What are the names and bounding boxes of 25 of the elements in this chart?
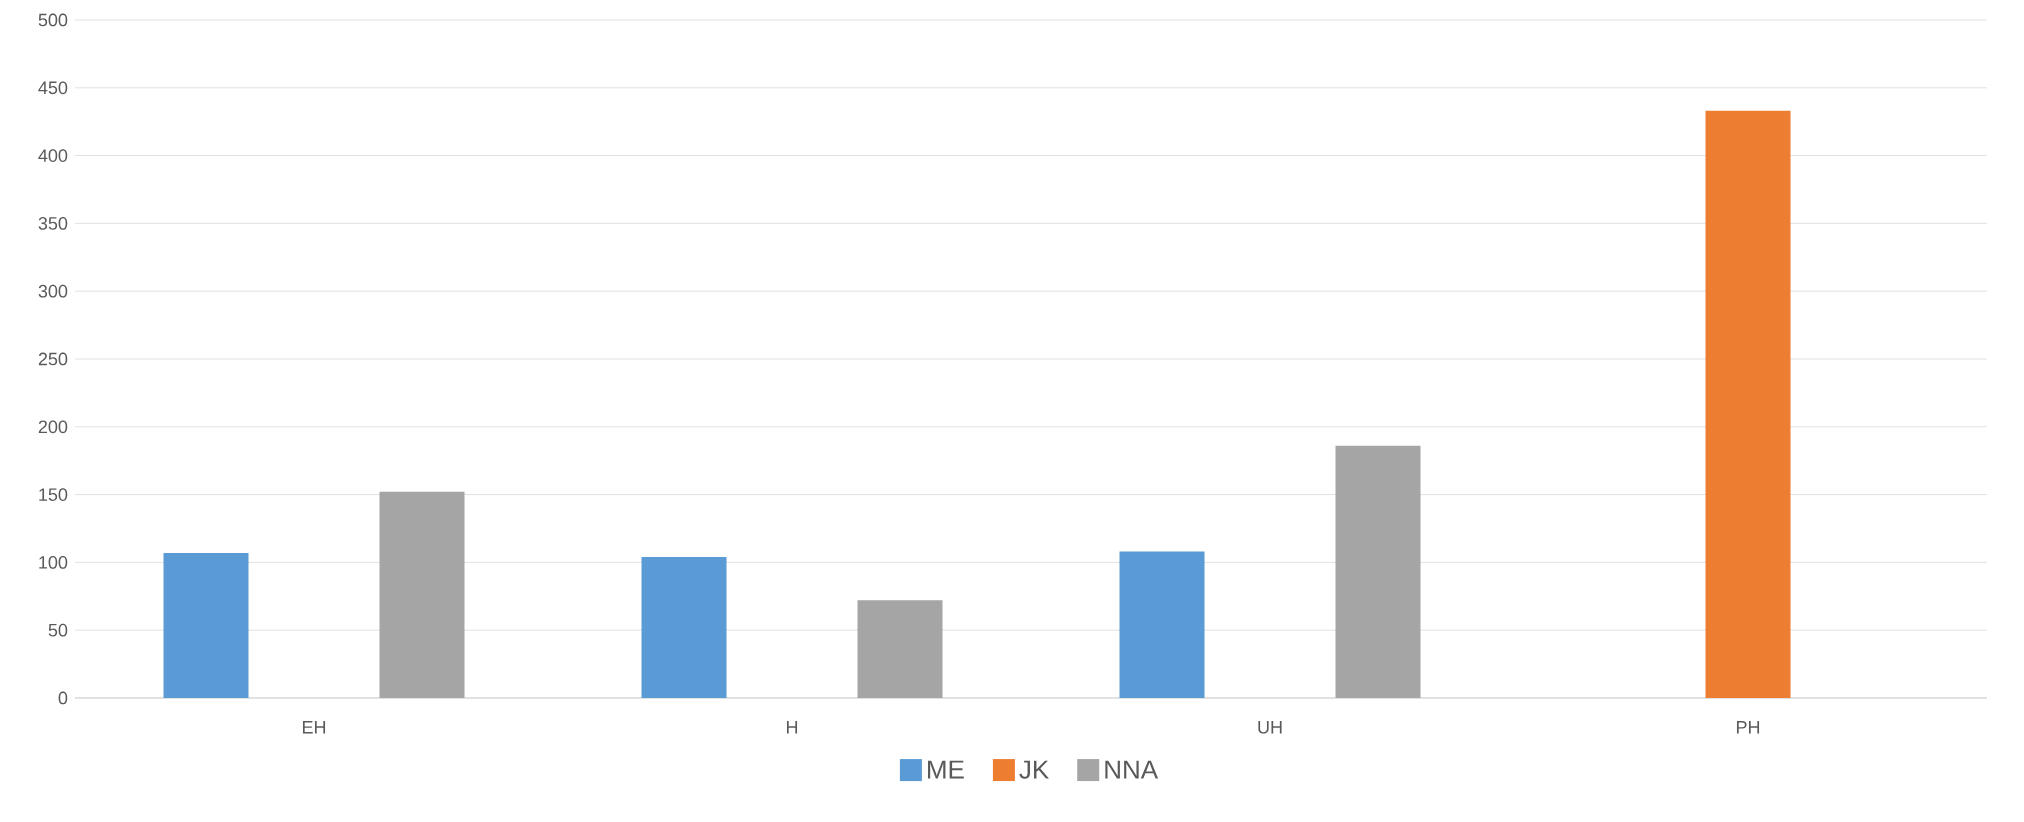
- bar: [379, 491, 465, 698]
- bar: [1119, 551, 1205, 698]
- bar: [163, 552, 249, 698]
- y-tick-label: 350: [38, 217, 68, 230]
- legend-label: ME: [928, 760, 964, 779]
- x-tick-label: UH: [1258, 721, 1282, 734]
- y-tick-label: 200: [38, 420, 68, 434]
- y-tick-label: 500: [38, 13, 68, 27]
- y-tick-label: 50: [48, 623, 68, 637]
- bar: [857, 600, 943, 698]
- y-tick-label: 100: [39, 556, 68, 569]
- x-tick-label: H: [786, 721, 798, 734]
- y-tick-label: 400: [38, 149, 68, 162]
- bar: [641, 556, 727, 698]
- y-tick-label: 300: [38, 284, 68, 298]
- x-tick-label: EH: [302, 721, 326, 734]
- y-tick-label: 250: [38, 352, 68, 366]
- legend-label: JK: [1019, 760, 1049, 779]
- legend-label: NNA: [1105, 760, 1159, 779]
- y-tick-label: 150: [39, 488, 68, 501]
- bar: [1705, 110, 1791, 698]
- bar: [1335, 445, 1421, 698]
- y-tick-label: 450: [38, 81, 68, 95]
- x-tick-label: PH: [1736, 721, 1760, 734]
- y-tick-label: 0: [58, 691, 68, 705]
